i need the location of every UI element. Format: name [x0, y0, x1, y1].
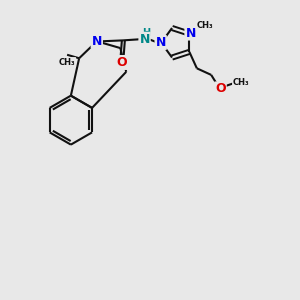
Text: CH₃: CH₃ — [233, 79, 249, 88]
Text: N: N — [185, 26, 196, 40]
Text: O: O — [215, 82, 226, 95]
Text: N: N — [155, 36, 166, 49]
Text: CH₃: CH₃ — [59, 58, 75, 67]
Text: H: H — [142, 28, 150, 38]
Text: CH₃: CH₃ — [196, 21, 213, 30]
Text: N: N — [140, 33, 150, 46]
Text: N: N — [92, 35, 102, 48]
Text: O: O — [117, 56, 127, 69]
